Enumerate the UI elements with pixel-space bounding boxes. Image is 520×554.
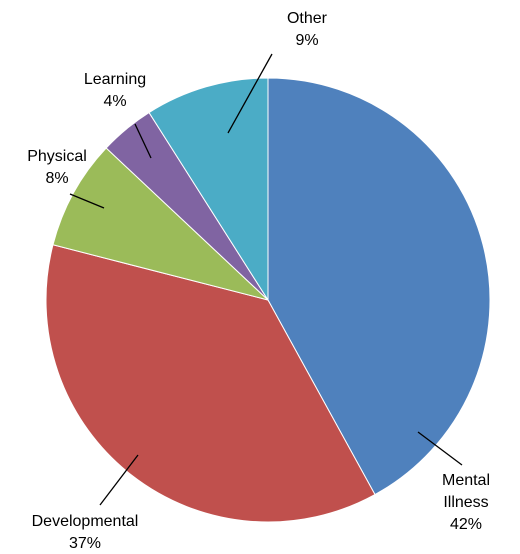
pie-slice bbox=[52, 147, 269, 301]
data-label: Mental Illness 42% bbox=[431, 470, 501, 536]
category-label: Learning bbox=[83, 71, 147, 88]
value-label: 4% bbox=[103, 93, 127, 110]
data-label: Learning 4% bbox=[70, 69, 160, 113]
pie-slice bbox=[267, 77, 491, 496]
data-label: Developmental 37% bbox=[5, 511, 165, 554]
category-label: Developmental bbox=[31, 513, 139, 530]
category-label: Other bbox=[286, 10, 327, 27]
value-label: 9% bbox=[295, 32, 319, 49]
data-label: Other 9% bbox=[262, 8, 352, 52]
value-label: 37% bbox=[68, 535, 102, 552]
leader-line bbox=[99, 454, 139, 506]
leader-line bbox=[134, 123, 152, 159]
value-label: 42% bbox=[449, 516, 483, 533]
leader-line bbox=[417, 431, 463, 466]
value-label: 8% bbox=[45, 170, 69, 187]
category-label: Physical bbox=[27, 148, 87, 165]
category-label: Mental Illness bbox=[441, 472, 491, 511]
pie-slice bbox=[148, 77, 269, 302]
pie-slice bbox=[45, 244, 376, 523]
leader-line bbox=[69, 193, 105, 209]
leader-line bbox=[227, 53, 273, 134]
data-label: Physical 8% bbox=[12, 146, 102, 190]
